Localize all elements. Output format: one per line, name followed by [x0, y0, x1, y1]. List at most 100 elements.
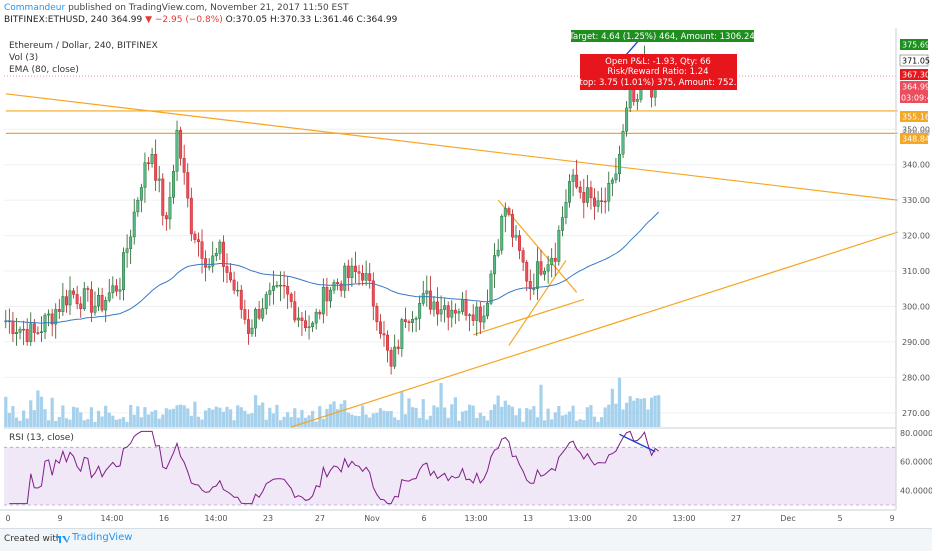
candle-body	[132, 211, 136, 238]
rsi-line	[9, 430, 659, 505]
volume-bar	[250, 413, 254, 427]
volume-bar	[382, 410, 386, 427]
target-box[interactable]: Target: 4.64 (1.25%) 464, Amount: 1306.2…	[568, 30, 755, 42]
candle-body	[364, 273, 368, 281]
volume-bar	[36, 390, 40, 427]
candle-body	[307, 326, 311, 329]
volume-bar	[607, 404, 611, 427]
volume-bar	[617, 377, 622, 427]
volume-bar	[457, 420, 461, 427]
volume-bar	[539, 384, 543, 427]
volume-bar	[428, 415, 432, 427]
volume-bar	[425, 419, 429, 427]
volume-bar	[4, 396, 8, 427]
candle-body	[179, 130, 183, 159]
volume-bar	[246, 413, 251, 427]
candle-body	[389, 350, 393, 367]
candle-body	[100, 294, 104, 311]
volume-bar	[132, 414, 136, 427]
candle-body	[618, 153, 621, 175]
volume-bar	[7, 412, 11, 427]
candle-body	[289, 293, 293, 302]
volume-bar	[11, 406, 15, 427]
candle-body	[461, 299, 464, 312]
candle-body	[386, 334, 390, 351]
volume-bar	[500, 406, 504, 427]
candle-body	[286, 285, 290, 295]
volume-bar	[421, 399, 425, 427]
candle-body	[614, 173, 618, 181]
y-tick-label: 310.00	[902, 267, 930, 276]
volume-bar	[314, 421, 318, 427]
volume-bar	[278, 420, 283, 427]
volume-bar	[271, 413, 275, 427]
candle-body	[107, 292, 111, 301]
volume-bar	[378, 408, 383, 427]
x-tick-label: 14:00	[100, 514, 123, 523]
candle-body	[314, 311, 318, 324]
tradingview-brand[interactable]: TradingView	[72, 532, 133, 543]
rsi-tick-label: 40.0000	[900, 487, 932, 496]
publish-line: Commandeur published on TradingView.com,…	[4, 3, 348, 13]
chart-area[interactable]: 40.0000 60.0000 80.0000 270.00 280.00 290.00…	[0, 0, 932, 528]
candle-body	[450, 309, 454, 318]
volume-bar	[171, 408, 176, 427]
volume-bar	[507, 404, 511, 427]
candle-body	[189, 197, 193, 235]
candle-body	[578, 186, 582, 193]
volume-bar	[478, 412, 482, 427]
candle-body	[61, 296, 65, 312]
candle-body	[550, 257, 554, 265]
candle-body	[264, 294, 268, 309]
candle-body	[471, 314, 475, 321]
volume-bar	[639, 398, 643, 427]
volume-bar	[203, 410, 208, 427]
candle-body	[436, 301, 439, 315]
volume-bar	[296, 417, 300, 427]
candle-body	[457, 311, 461, 314]
candle-body	[453, 309, 457, 314]
candle-body	[136, 200, 140, 213]
y-tick-label: 300.00	[902, 302, 930, 311]
candle-body	[321, 286, 325, 315]
volume-bar	[318, 406, 322, 427]
volume-bar	[325, 408, 329, 427]
candle-body	[493, 255, 497, 275]
annotations[interactable]	[4, 29, 896, 77]
x-tick-label: 20	[627, 514, 637, 523]
volume-bar	[625, 402, 629, 427]
candle-body	[560, 217, 564, 231]
candle-body	[82, 288, 86, 309]
x-tick-label: 27	[315, 514, 325, 523]
publisher-name[interactable]: Commandeur	[4, 3, 66, 13]
volume-bar	[253, 395, 258, 427]
volume-bar	[567, 411, 572, 427]
candle-body	[86, 288, 90, 290]
volume-bar	[89, 407, 94, 427]
volume-bar	[653, 395, 657, 427]
candle-body	[279, 284, 282, 287]
candle-body	[439, 309, 443, 315]
trend-lines[interactable]	[5, 93, 898, 428]
volume-bar	[218, 407, 222, 427]
tag-bg-1	[900, 39, 928, 50]
candle-body	[368, 273, 372, 281]
time-axis[interactable]: 0 9 14:00 16 14:00 23 27 Nov 6 13:00 13 13:00 20 13:0…	[0, 509, 896, 523]
volume-bar	[557, 405, 561, 427]
volume-bar	[657, 395, 661, 427]
volume-bar	[389, 411, 393, 427]
candle-body	[557, 230, 561, 262]
created-with-label: Created with	[4, 534, 62, 544]
candle-body	[403, 319, 407, 322]
volume-bar	[168, 409, 172, 427]
candle-body	[507, 208, 511, 215]
stop-box[interactable]: Open P&L: -1.93, Qty: 66 Risk/Reward Rat…	[574, 54, 742, 90]
y-tick-label: 290.00	[902, 338, 930, 347]
candle-body	[525, 262, 529, 282]
volume-bar	[107, 412, 111, 427]
candle-body	[261, 308, 265, 319]
candle-body	[214, 253, 218, 257]
price-axis[interactable]: 270.00 280.00 290.00 300.00 310.00 320.00 330.…	[895, 28, 930, 510]
x-tick-label: 23	[263, 514, 273, 523]
volume-bar	[443, 407, 447, 427]
